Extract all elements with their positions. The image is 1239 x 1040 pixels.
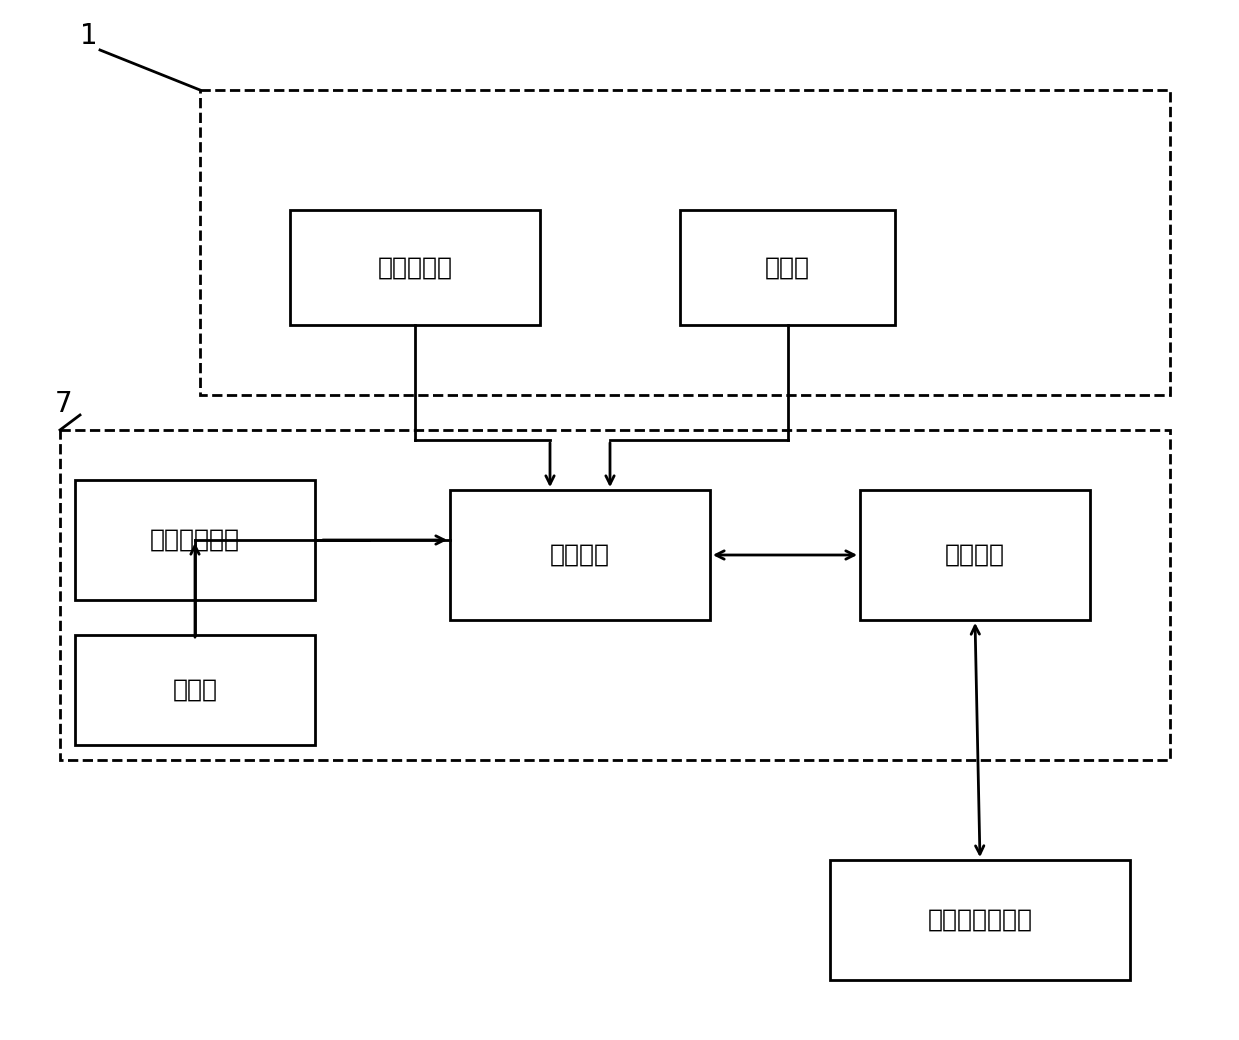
Bar [830,860,1130,980]
Text: 太阳能电池板: 太阳能电池板 [150,528,240,552]
Text: 摄像头: 摄像头 [764,256,810,280]
Bar [76,635,315,745]
Text: 7: 7 [55,390,73,418]
Bar [76,480,315,600]
Text: 蓄电池: 蓄电池 [172,678,218,702]
Text: 控制模块: 控制模块 [550,543,610,567]
Bar [860,490,1090,620]
Bar [199,90,1170,395]
Text: 通信模块: 通信模块 [945,543,1005,567]
Bar [680,210,895,324]
Text: 主站的控制主机: 主站的控制主机 [928,908,1032,932]
Text: 拉力传感器: 拉力传感器 [378,256,452,280]
Bar [290,210,540,324]
Bar [59,430,1170,760]
Text: 1: 1 [81,22,98,50]
Bar [450,490,710,620]
